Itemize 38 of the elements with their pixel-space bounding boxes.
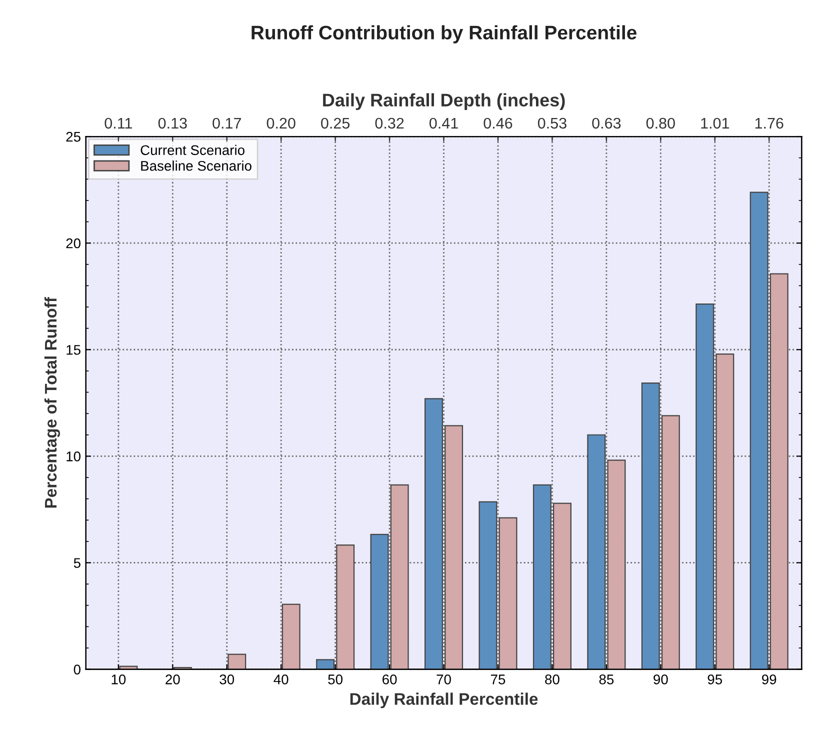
y-tick-label: 15 <box>66 345 80 355</box>
text: 0.63 <box>592 118 621 129</box>
x-tick-label: 50 <box>328 674 342 684</box>
x-tick-label: 75 <box>490 674 506 684</box>
y-tick-label: 10 <box>66 452 80 462</box>
text: 0.20 <box>266 118 296 129</box>
text: 1.76 <box>755 118 784 129</box>
x-tick-label: 70 <box>436 674 451 684</box>
text: 1.01 <box>701 118 730 129</box>
y-tick-label: 0 <box>74 664 80 674</box>
text: 0.53 <box>538 118 566 129</box>
x-tick-label: 80 <box>545 674 560 684</box>
x-tick-label: 10 <box>112 674 126 684</box>
y-tick-label: 25 <box>66 132 80 142</box>
text: 0.32 <box>375 118 404 129</box>
y-tick-label: 5 <box>74 558 80 568</box>
text: 0.17 <box>212 118 241 129</box>
x-tick-label: 85 <box>599 674 614 684</box>
legend-label: Current Scenario <box>140 144 244 156</box>
text: 0.25 <box>321 118 350 129</box>
text: 0.13 <box>158 118 187 129</box>
chart-title: Runoff Contribution by Rainfall Percentile <box>252 25 636 44</box>
x-tick-label: 40 <box>274 674 288 684</box>
x-tick-label: 60 <box>382 674 397 684</box>
text: 0.41 <box>429 118 458 129</box>
x-axis-title: Daily Rainfall Percentile <box>350 692 538 708</box>
text: 0.46 <box>484 118 512 129</box>
x-tick-label: 90 <box>654 674 668 684</box>
y-tick-label: 20 <box>66 238 80 248</box>
x2-axis-title: Daily Rainfall Depth (inches) <box>323 93 565 110</box>
text: 0.11 <box>104 118 132 129</box>
x-tick-label: 99 <box>762 674 776 684</box>
x-tick-label: 20 <box>166 674 180 684</box>
x-tick-label: 95 <box>708 674 722 684</box>
x-tick-label: 30 <box>220 674 234 684</box>
y-axis-title: Percentage of Total Runoff <box>44 296 60 508</box>
text: 0.80 <box>646 118 675 129</box>
legend-label: Baseline Scenario <box>141 160 252 171</box>
